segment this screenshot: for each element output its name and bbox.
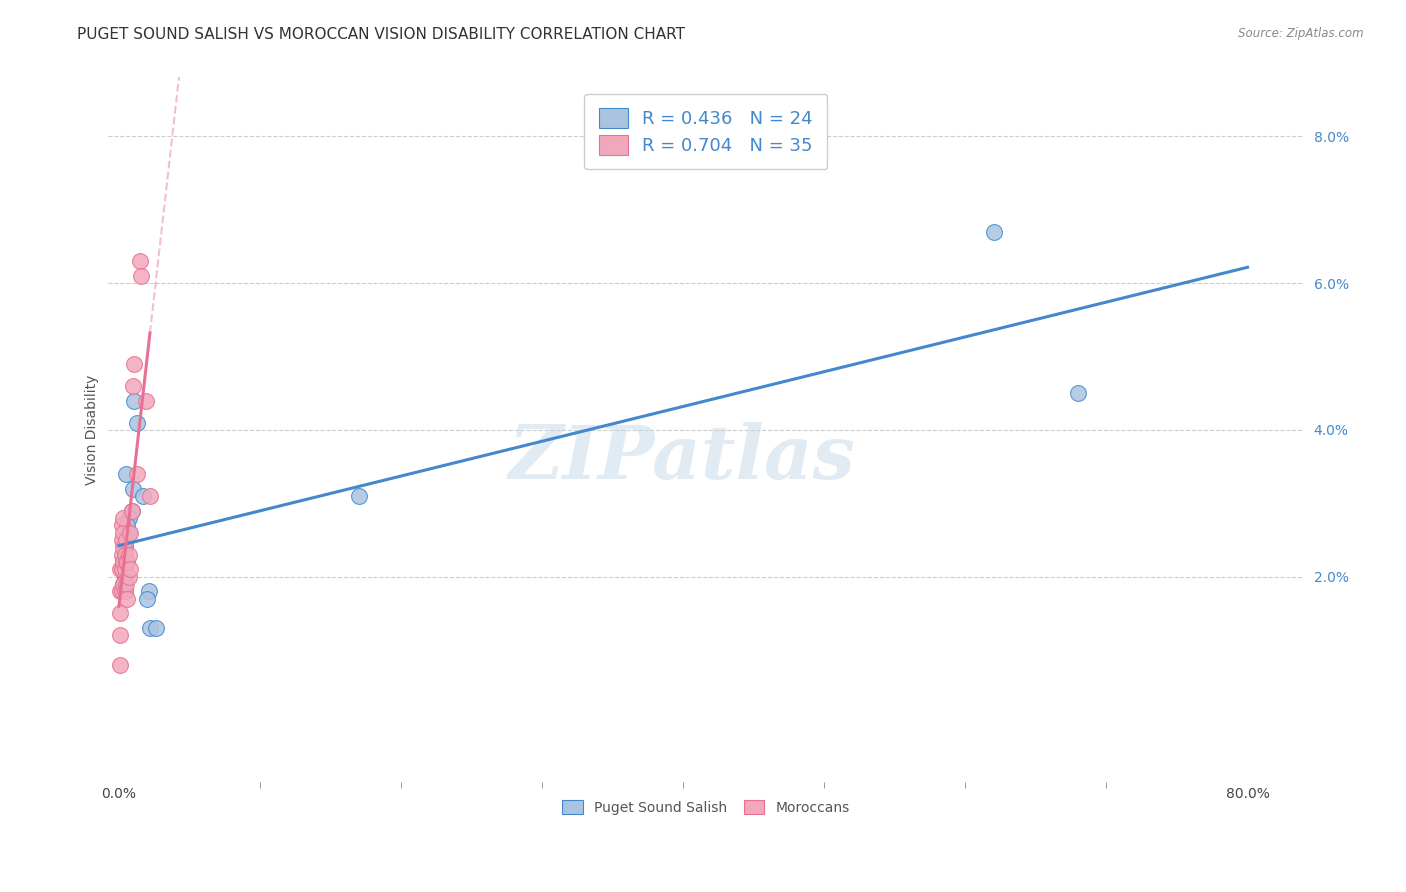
Point	[117, 591, 139, 606]
Point	[983, 225, 1005, 239]
Text: ZIPatlas: ZIPatlas	[509, 422, 855, 494]
Point	[139, 621, 162, 635]
Point	[121, 503, 143, 517]
Point	[112, 525, 135, 540]
Point	[114, 584, 136, 599]
Point	[114, 541, 136, 555]
Point	[114, 562, 136, 576]
Point	[120, 525, 142, 540]
Point	[115, 577, 138, 591]
Point	[127, 467, 149, 481]
Point	[115, 555, 138, 569]
Text: PUGET SOUND SALISH VS MOROCCAN VISION DISABILITY CORRELATION CHART: PUGET SOUND SALISH VS MOROCCAN VISION DI…	[77, 27, 685, 42]
Point	[1067, 386, 1090, 401]
Point	[118, 570, 141, 584]
Point	[139, 489, 162, 503]
Point	[114, 548, 136, 562]
Point	[115, 533, 138, 547]
Point	[132, 489, 155, 503]
Point	[131, 268, 153, 283]
Point	[111, 584, 134, 599]
Point	[129, 254, 152, 268]
Point	[112, 511, 135, 525]
Point	[347, 489, 370, 503]
Point	[121, 503, 143, 517]
Point	[145, 621, 167, 635]
Point	[124, 357, 146, 371]
Point	[122, 379, 145, 393]
Point	[124, 393, 146, 408]
Point	[118, 548, 141, 562]
Point	[110, 584, 132, 599]
Point	[118, 511, 141, 525]
Point	[111, 533, 134, 547]
Point	[111, 518, 134, 533]
Legend: Puget Sound Salish, Moroccans: Puget Sound Salish, Moroccans	[553, 790, 859, 825]
Point	[110, 628, 132, 642]
Point	[122, 482, 145, 496]
Point	[118, 525, 141, 540]
Point	[110, 607, 132, 621]
Point	[110, 562, 132, 576]
Point	[127, 416, 149, 430]
Point	[112, 555, 135, 569]
Point	[135, 393, 157, 408]
Point	[111, 562, 134, 576]
Point	[112, 577, 135, 591]
Point	[112, 577, 135, 591]
Point	[117, 518, 139, 533]
Point	[115, 467, 138, 481]
Point	[112, 584, 135, 599]
Point	[136, 591, 159, 606]
Point	[114, 570, 136, 584]
Point	[120, 562, 142, 576]
Y-axis label: Vision Disability: Vision Disability	[86, 375, 100, 485]
Point	[112, 541, 135, 555]
Point	[114, 584, 136, 599]
Point	[114, 548, 136, 562]
Text: Source: ZipAtlas.com: Source: ZipAtlas.com	[1239, 27, 1364, 40]
Point	[112, 562, 135, 576]
Point	[138, 584, 160, 599]
Point	[111, 548, 134, 562]
Point	[112, 555, 135, 569]
Point	[110, 657, 132, 672]
Point	[117, 555, 139, 569]
